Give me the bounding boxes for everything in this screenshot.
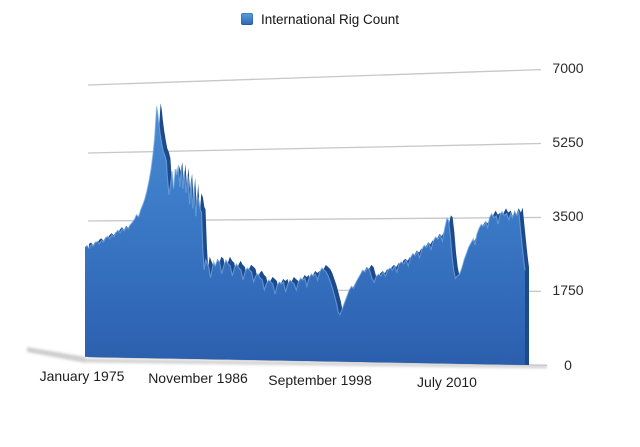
- x-axis-tick-label: September 1998: [268, 372, 372, 388]
- legend-label: International Rig Count: [260, 11, 400, 27]
- x-axis-tick-label: July 2010: [417, 374, 477, 390]
- baseline-shadow: [27, 347, 547, 369]
- y-axis-tick-label: 5250: [552, 134, 584, 150]
- y-axis-tick-label: 3500: [552, 208, 584, 224]
- legend-swatch-icon: [240, 13, 253, 25]
- y-axis-tick-label: 7000: [552, 60, 584, 76]
- chart-legend: International Rig Count: [0, 11, 640, 27]
- area-series: [84, 106, 526, 366]
- y-axis-tick-label: 1750: [552, 282, 584, 298]
- x-axis-tick-label: November 1986: [148, 370, 248, 386]
- x-axis-tick-label: January 1975: [39, 368, 125, 384]
- y-axis-tick-label: 0: [564, 357, 572, 373]
